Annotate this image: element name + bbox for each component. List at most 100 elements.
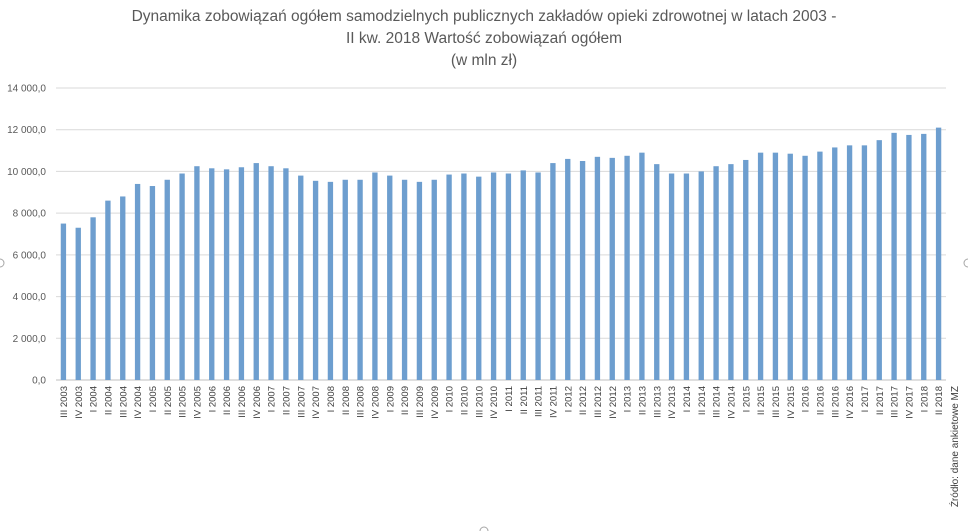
bar: II 2005: 9600 — [164, 179, 170, 380]
bar: I 2014: 9900 — [683, 173, 690, 380]
x-tick-label: IV 2013 — [667, 386, 678, 419]
x-tick-label: II 2018 — [934, 386, 945, 415]
bars: III 2003: 7500 IV 2003: 7300 I 2004: 7800 I… — [60, 127, 942, 380]
x-tick-label: III 2010 — [474, 386, 485, 418]
x-tick-label: II 2016 — [815, 386, 826, 415]
x-tick-label: II 2012 — [578, 386, 589, 415]
source-note: Źródło: dane ankietowe MZ — [948, 386, 961, 507]
bar: I 2008: 9500 — [327, 181, 334, 380]
bar: IV 2014: 10350 — [728, 164, 734, 380]
x-tick-label: I 2006 — [207, 386, 218, 412]
x-tick-label: IV 2007 — [311, 386, 322, 419]
bar: III 2015: 10900 — [772, 152, 779, 380]
chart-title-line-1: Dynamika zobowiązań ogółem samodzielnych… — [132, 8, 837, 25]
x-tick-label: III 2014 — [712, 386, 723, 418]
bar: IV 2012: 10650 — [609, 157, 615, 380]
chart-title-line-2: II kw. 2018 Wartość zobowiązań ogółem — [346, 30, 622, 47]
bar: IV 2011: 10400 — [550, 163, 556, 380]
y-tick-label: 0,0 — [32, 376, 46, 387]
bar: IV 2017: 11750 — [906, 134, 912, 380]
x-tick-label: IV 2004 — [133, 386, 144, 419]
bar: III 2013: 10350 — [654, 164, 660, 380]
x-axis-tick-labels: III 2003 IV 2003 I 2004 II 2004 III 2004 IV 2… — [59, 386, 945, 419]
x-tick-label: III 2012 — [593, 386, 604, 418]
x-tick-label: I 2017 — [860, 386, 871, 412]
x-tick-label: III 2011 — [534, 386, 545, 417]
bar: IV 2005: 10250 — [194, 166, 200, 380]
x-tick-label: IV 2017 — [904, 386, 915, 419]
bar: I 2013: 10750 — [624, 155, 630, 380]
bar: I 2009: 9800 — [387, 175, 393, 380]
bar: II 2016: 10950 — [817, 151, 823, 380]
x-tick-label: III 2008 — [356, 386, 367, 418]
y-tick-label: 8 000,0 — [13, 209, 47, 220]
bar: I 2016: 10750 — [802, 155, 808, 380]
resize-handle-left-icon[interactable] — [0, 258, 5, 268]
x-tick-label: III 2006 — [237, 386, 248, 418]
chart-title-line-3: (w mln zł) — [451, 52, 517, 69]
x-tick-label: I 2004 — [89, 386, 100, 412]
x-tick-label: IV 2015 — [786, 386, 797, 419]
x-tick-label: III 2003 — [59, 386, 70, 418]
x-tick-label: III 2017 — [890, 386, 901, 418]
y-tick-label: 12 000,0 — [7, 125, 46, 136]
x-tick-label: II 2006 — [222, 386, 233, 415]
y-tick-label: 6 000,0 — [13, 250, 47, 261]
bar: II 2015: 10900 — [757, 152, 764, 380]
x-tick-label: II 2005 — [163, 386, 174, 415]
bar: IV 2010: 9950 — [490, 172, 497, 380]
x-tick-label: IV 2005 — [192, 386, 203, 419]
chart-resize-handles[interactable] — [0, 258, 968, 531]
bar: III 2004: 8800 — [120, 196, 126, 380]
bar: I 2005: 9300 — [149, 186, 156, 380]
bar: I 2017: 11250 — [861, 145, 868, 380]
x-tick-label: II 2010 — [459, 386, 470, 415]
bar: II 2006: 10100 — [223, 169, 230, 380]
bar: III 2014: 10250 — [713, 166, 719, 380]
x-tick-label: IV 2008 — [370, 386, 381, 419]
bar: III 2017: 11850 — [891, 132, 897, 380]
x-tick-label: I 2012 — [563, 386, 574, 412]
y-tick-label: 10 000,0 — [7, 167, 46, 178]
x-tick-label: I 2010 — [445, 386, 456, 412]
bar: IV 2013: 9900 — [668, 173, 675, 380]
x-tick-label: III 2015 — [771, 386, 782, 418]
resize-handle-right-icon[interactable] — [963, 258, 968, 268]
x-tick-label: IV 2016 — [845, 386, 856, 419]
bar: II 2004: 8600 — [105, 200, 111, 380]
resize-handle-bottom-icon[interactable] — [479, 526, 489, 531]
x-tick-label: IV 2014 — [726, 386, 737, 419]
y-tick-label: 14 000,0 — [7, 84, 46, 95]
x-tick-label: I 2008 — [326, 386, 337, 412]
y-tick-label: 4 000,0 — [13, 292, 47, 303]
bar: IV 2009: 9600 — [431, 179, 437, 380]
bar: I 2012: 10600 — [565, 158, 571, 380]
x-tick-label: II 2004 — [103, 386, 114, 415]
bar: I 2011: 9900 — [505, 173, 512, 380]
bar: IV 2006: 10400 — [253, 163, 259, 380]
x-tick-label: II 2013 — [637, 386, 648, 415]
x-tick-label: IV 2003 — [74, 386, 85, 419]
x-tick-label: I 2016 — [801, 386, 812, 412]
x-tick-label: III 2004 — [118, 386, 129, 418]
x-tick-label: II 2017 — [875, 386, 886, 415]
bar: I 2018: 11800 — [921, 133, 927, 380]
bar: III 2009: 9500 — [416, 181, 423, 380]
bar: III 2010: 9750 — [476, 176, 482, 380]
x-tick-label: III 2007 — [296, 386, 307, 418]
x-tick-label: III 2005 — [178, 386, 189, 418]
bar: I 2007: 10250 — [268, 166, 274, 380]
bar: III 2012: 10700 — [594, 156, 601, 380]
gridlines — [56, 87, 946, 381]
y-tick-label: 2 000,0 — [13, 334, 47, 345]
x-tick-label: IV 2006 — [252, 386, 263, 419]
bar: II 2013: 10900 — [639, 152, 645, 380]
bar: II 2010: 9900 — [461, 173, 467, 380]
x-tick-label: II 2007 — [281, 386, 292, 415]
bar: II 2011: 10050 — [520, 170, 526, 380]
x-tick-label: I 2007 — [267, 386, 278, 412]
bar: III 2003: 7500 — [60, 223, 67, 380]
x-tick-label: IV 2010 — [489, 386, 500, 419]
bar: IV 2003: 7300 — [75, 227, 81, 380]
